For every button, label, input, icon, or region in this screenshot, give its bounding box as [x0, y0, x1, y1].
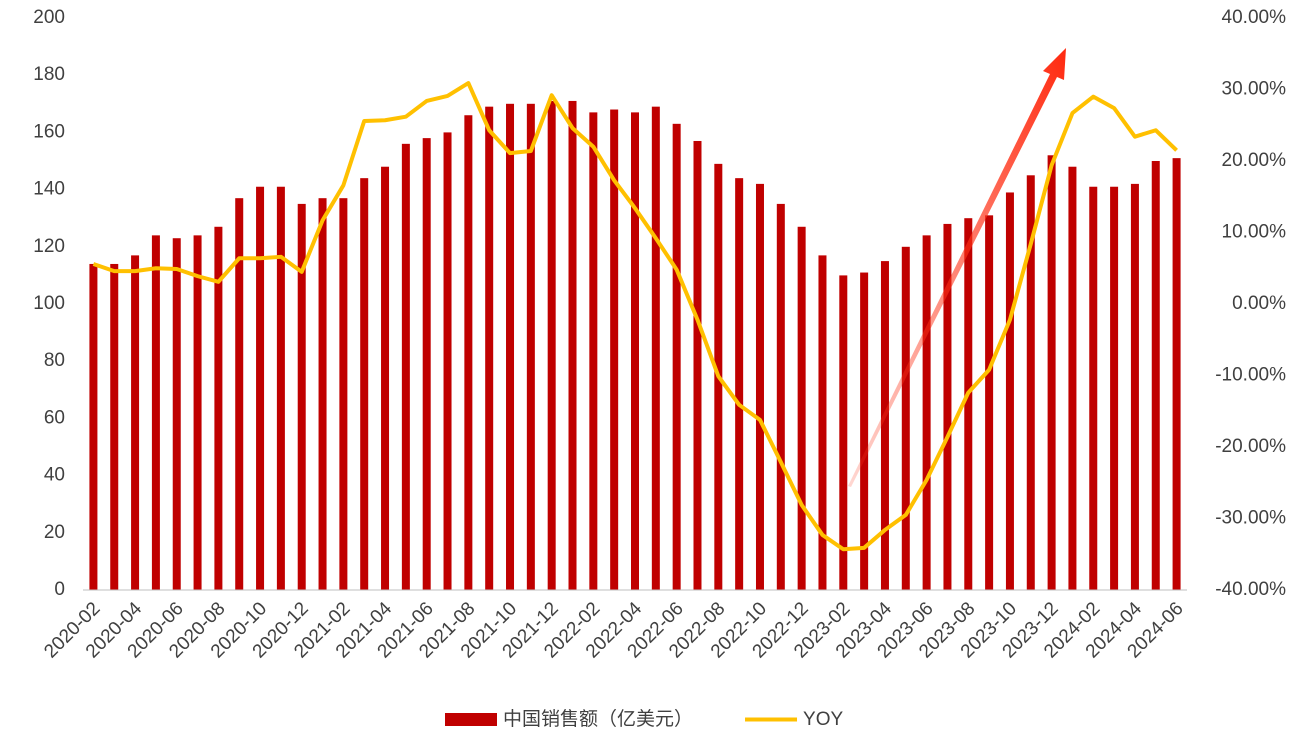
bar [89, 263, 98, 590]
bar [1172, 158, 1181, 590]
y-tick-label: 20 [44, 522, 65, 543]
bar [297, 203, 306, 590]
y-tick-label: 200 [33, 7, 65, 28]
bar [214, 226, 223, 590]
y2-tick-label: -10.00% [1215, 365, 1286, 386]
bar [818, 255, 827, 590]
bar [401, 143, 410, 590]
bar [797, 226, 806, 590]
trend-arrow [848, 48, 1066, 487]
bar [943, 223, 952, 591]
bar [1130, 183, 1139, 590]
bar [776, 203, 785, 590]
y-tick-label: 180 [33, 64, 65, 85]
bar [318, 198, 327, 590]
bar [735, 178, 744, 590]
bar [568, 100, 577, 590]
bar [1005, 192, 1014, 590]
bar [526, 103, 535, 591]
legend-label: 中国销售额（亿美元） [503, 708, 693, 730]
bar [276, 186, 285, 591]
line [92, 81, 1178, 552]
y-tick-label: 120 [33, 236, 65, 257]
bar [172, 238, 181, 590]
y2-tick-label: 40.00% [1222, 7, 1287, 28]
bar [506, 103, 515, 591]
y-tick-label: 100 [33, 293, 65, 314]
bar [360, 178, 369, 590]
legend: 中国销售额（亿美元） YOY [445, 708, 843, 730]
bar [339, 198, 348, 590]
y2-tick-label: -20.00% [1215, 436, 1286, 457]
y2-tick-label: 20.00% [1222, 150, 1287, 171]
legend-label: YOY [803, 709, 843, 730]
bar [485, 106, 494, 590]
bar [1047, 155, 1056, 590]
bar [464, 115, 473, 591]
bar [651, 106, 660, 590]
y-tick-label: 0 [54, 579, 65, 600]
bar [860, 272, 869, 590]
bar [985, 215, 994, 590]
bar [443, 132, 452, 590]
bar [693, 140, 702, 591]
bar [381, 166, 390, 590]
bar [1151, 161, 1160, 590]
bar [422, 138, 431, 590]
bar [151, 235, 160, 591]
bar [922, 235, 931, 591]
bar [1026, 175, 1035, 591]
y2-tick-label: -30.00% [1215, 508, 1286, 529]
y2-tick-label: 10.00% [1222, 222, 1287, 243]
legend-swatch [445, 713, 497, 726]
bar [880, 261, 889, 590]
bar [964, 218, 973, 590]
bar [589, 112, 598, 590]
bar [235, 198, 244, 590]
bar [1110, 186, 1119, 591]
bar [901, 246, 910, 591]
y2-tick-label: 30.00% [1222, 79, 1287, 100]
bar [672, 123, 681, 590]
bar [1068, 166, 1077, 590]
bar [1089, 186, 1098, 591]
bar [610, 109, 619, 591]
bar [110, 263, 119, 590]
bar [193, 235, 202, 591]
y-tick-label: 160 [33, 121, 65, 142]
y2-tick-label: -40.00% [1215, 579, 1286, 600]
bar [256, 186, 265, 591]
y-tick-label: 80 [44, 350, 65, 371]
arrow-shape [848, 48, 1066, 487]
bar [631, 112, 639, 590]
y-tick-label: 60 [44, 407, 65, 428]
y2-tick-label: 0.00% [1232, 293, 1286, 314]
y-tick-label: 140 [33, 179, 65, 200]
bar [131, 255, 140, 590]
plot-area: 0 20 40 60 80 100 120 140 160 180 200 -40.00% -30.00… [33, 7, 1286, 730]
bar [755, 183, 764, 590]
bar [547, 100, 556, 590]
bar [839, 275, 848, 590]
y-tick-label: 40 [44, 465, 65, 486]
